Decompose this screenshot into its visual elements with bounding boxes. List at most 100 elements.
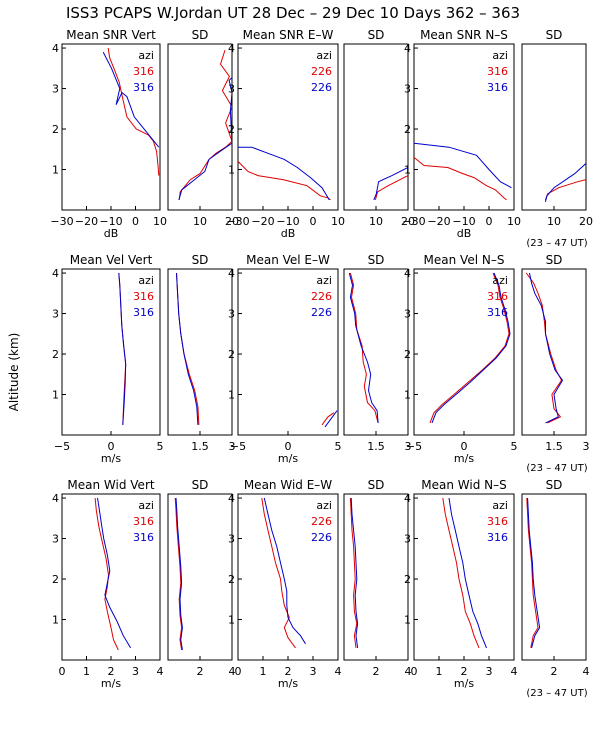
legend-entry-red: 226: [311, 515, 332, 528]
x-tick-label: −20: [427, 215, 450, 228]
legend-heading: azi: [316, 499, 332, 512]
y-tick-label: 2: [52, 348, 59, 361]
series-line-red: [442, 497, 480, 649]
x-tick-label: 0: [461, 440, 468, 453]
panel-title: Mean Vel Vert: [70, 253, 153, 267]
x-tick-label: 3: [583, 440, 590, 453]
legend-heading: azi: [492, 274, 508, 287]
x-tick-label: 3: [132, 665, 139, 678]
x-axis-label: dB: [281, 227, 296, 240]
panel-title: SD: [192, 478, 209, 492]
y-tick-label: 4: [228, 42, 235, 55]
series-line-red: [349, 272, 379, 424]
series-line-blue: [263, 497, 306, 645]
panel-title: Mean Vel E–W: [246, 253, 330, 267]
x-axis-label: m/s: [278, 677, 298, 690]
panel-10: SD 1.5 3: [343, 253, 412, 453]
y-tick-label: 2: [404, 348, 411, 361]
series-line-red: [174, 497, 183, 650]
x-axis-label: dB: [457, 227, 472, 240]
x-tick-label: 2: [197, 665, 204, 678]
x-tick-label: 2: [373, 665, 380, 678]
x-tick-label: 10: [547, 215, 561, 228]
series-line-red: [178, 49, 232, 200]
series-line-red: [238, 161, 331, 201]
series-line-blue: [102, 51, 160, 148]
panel-title: SD: [546, 28, 563, 42]
y-tick-label: 4: [52, 492, 59, 505]
series-line-red: [94, 497, 119, 651]
x-tick-label: 5: [335, 440, 342, 453]
legend-heading: azi: [138, 274, 154, 287]
panel-title: SD: [368, 28, 385, 42]
x-tick-label: 4: [229, 665, 236, 678]
x-tick-label: 1.5: [191, 440, 209, 453]
series-line-blue: [527, 497, 541, 649]
series-line-blue: [324, 410, 338, 428]
series-line-blue: [350, 497, 359, 648]
panel-title: SD: [192, 28, 209, 42]
panel-frame: [343, 43, 409, 211]
x-tick-label: 1.5: [545, 440, 563, 453]
y-tick-label: 3: [228, 83, 235, 96]
series-line-red: [374, 175, 408, 201]
legend-heading: azi: [138, 49, 154, 62]
x-tick-label: 5: [511, 440, 518, 453]
panel-title: SD: [368, 253, 385, 267]
x-tick-label: 5: [157, 440, 164, 453]
panel-11: Mean Vel N–S −5 0 5 1 2 3 4 m/s azi 316 316: [404, 253, 518, 465]
series-line-red: [544, 179, 586, 201]
panel-frame: [343, 268, 409, 436]
y-tick-label: 3: [52, 308, 59, 321]
x-tick-label: 0: [486, 215, 493, 228]
series-line-blue: [529, 272, 564, 424]
legend-entry-red: 226: [311, 290, 332, 303]
panel-title: Mean Wid Vert: [67, 478, 154, 492]
legend-entry-blue: 316: [487, 306, 508, 319]
panel-17: Mean Wid N–S 0 1 2 3 4 1 2 3 4 m/s azi 316 316: [404, 478, 518, 690]
panel-title: Mean SNR Vert: [66, 28, 156, 42]
y-tick-label: 1: [404, 614, 411, 627]
series-line-red: [526, 497, 539, 648]
x-tick-label: 10: [153, 215, 167, 228]
x-tick-label: 20: [225, 215, 239, 228]
legend-entry-blue: 316: [133, 531, 154, 544]
panel-12: SD 1.5 3: [521, 253, 590, 453]
panel-frame: [167, 43, 233, 211]
x-tick-label: 4: [405, 665, 412, 678]
y-tick-label: 1: [228, 614, 235, 627]
y-tick-label: 1: [52, 164, 59, 177]
panel-frame: [521, 43, 587, 211]
y-tick-label: 2: [404, 123, 411, 136]
y-tick-label: 2: [228, 573, 235, 586]
x-tick-label: 20: [579, 215, 593, 228]
series-line-blue: [176, 272, 199, 425]
legend-entry-blue: 316: [133, 81, 154, 94]
y-tick-label: 3: [228, 308, 235, 321]
panel-4: SD 10 20: [343, 28, 415, 228]
legend-entry-red: 316: [133, 65, 154, 78]
panel-2: SD 10 20: [167, 28, 239, 228]
y-tick-label: 1: [404, 164, 411, 177]
panel-7: Mean Vel Vert −5 0 5 1 2 3 4 m/s azi 316 316: [52, 253, 164, 465]
series-line-red: [107, 47, 160, 176]
series-line-blue: [348, 272, 379, 423]
series-line-red: [261, 497, 296, 649]
panel-3: Mean SNR E–W −30 −20 −10 0 10 1 2 3 4 dB azi 226 226: [226, 28, 345, 240]
x-tick-label: 10: [507, 215, 521, 228]
x-tick-label: 4: [583, 665, 590, 678]
time-note-row3: (23 – 47 UT): [526, 688, 587, 699]
x-tick-label: 3: [310, 665, 317, 678]
panel-14: SD 2 4: [167, 478, 236, 678]
legend-heading: azi: [138, 499, 154, 512]
series-line-red: [349, 497, 358, 648]
panel-title: Mean Wid N–S: [421, 478, 506, 492]
x-tick-label: 0: [132, 215, 139, 228]
legend-entry-blue: 316: [133, 306, 154, 319]
panel-9: Mean Vel E–W −5 0 5 1 2 3 4 m/s azi 226 226: [228, 253, 342, 465]
x-tick-label: 4: [511, 665, 518, 678]
legend-entry-red: 226: [311, 65, 332, 78]
x-tick-label: 3: [229, 440, 236, 453]
y-tick-label: 2: [404, 573, 411, 586]
x-tick-label: −10: [99, 215, 122, 228]
